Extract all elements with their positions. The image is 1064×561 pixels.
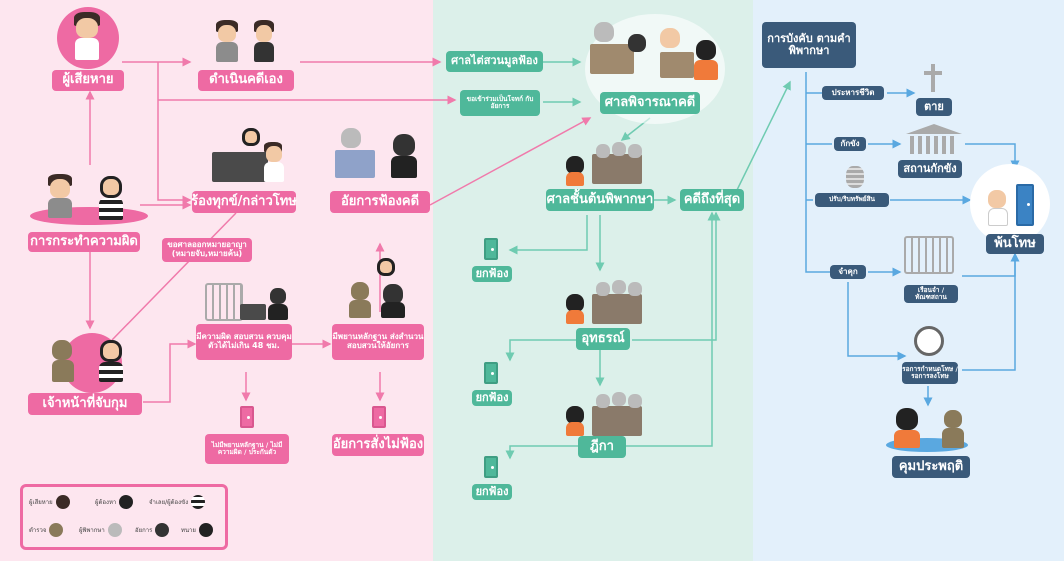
- detention-label: กักขัง: [834, 137, 866, 151]
- building-icon: [906, 124, 962, 156]
- legend-box: ผู้เสียหาย ผู้ต้องหา จำเลย/ผู้ต้องขัง ตำ…: [20, 484, 228, 550]
- warrant-request-label: ขอศาลออกหมายอาญา (หมายจับ,หมายค้น): [162, 238, 252, 262]
- probation-label: คุมประพฤติ: [892, 456, 970, 478]
- preliminary-label: ศาลไต่สวนมูลฟ้อง: [446, 51, 543, 72]
- appeal-figures: [566, 280, 646, 326]
- lawyer-icon: [198, 523, 213, 537]
- interrogation-figures: [240, 286, 288, 322]
- imprison-label: จำคุก: [830, 265, 866, 279]
- legend-defendant-label: จำเลย/ผู้ต้องขัง: [149, 499, 189, 506]
- judge-icon: [107, 523, 122, 537]
- death-label: ตาย: [916, 98, 952, 116]
- coins-icon: [840, 166, 870, 190]
- offense-label: การกระทำความผิด: [28, 232, 140, 252]
- release-door-2: [372, 406, 386, 428]
- legend-accused: ผู้ต้องหา: [95, 495, 134, 509]
- trial-figures: [590, 20, 720, 82]
- probation-figures: [892, 406, 968, 450]
- gravestone-icon: [922, 64, 944, 94]
- joint-plaintiff-label: ขอเข้าร่วมเป็นโจทก์ กับอัยการ: [460, 90, 540, 116]
- complaint-figures: [212, 122, 292, 186]
- legend-prosecutor-label: อัยการ: [135, 527, 153, 534]
- dismiss-label-2: ยกฟ้อง: [472, 390, 512, 406]
- self-prosecution-label: ดำเนินคดีเอง: [198, 70, 294, 91]
- defendant-icon: [191, 495, 206, 509]
- evidence-figures: [345, 258, 415, 320]
- evidence-48h-label: มีความผิด สอบสวน ควบคุมตัวได้ไม่เกิน 48 …: [196, 324, 292, 360]
- released-figure: [986, 184, 1044, 232]
- prosecutor-sues-label: อัยการฟ้องคดี: [330, 191, 430, 213]
- arrest-officer-label: เจ้าหน้าที่จับกุม: [28, 393, 142, 415]
- released-circle: [970, 164, 1050, 244]
- supreme-label: ฎีกา: [578, 436, 626, 458]
- holding-cell: [205, 283, 243, 321]
- legend-victim-label: ผู้เสียหาย: [29, 499, 53, 506]
- prosecutor-icon: [155, 523, 170, 537]
- legend-police-label: ตำรวจ: [29, 527, 47, 534]
- dismiss-door-3: [484, 456, 498, 478]
- suspended-label: รอการกำหนดโทษ /รอการลงโทษ: [902, 362, 958, 384]
- evidence-to-prosecutor-label: มีพยานหลักฐาน ส่งสำนวนสอบสวนให้อัยการ: [332, 324, 424, 360]
- accused-icon: [119, 495, 134, 509]
- legend-police: ตำรวจ: [29, 523, 64, 537]
- police-icon: [49, 523, 64, 537]
- enforcement-label: การบังคับ ตามคำพิพากษา: [762, 22, 856, 68]
- supreme-figures: [566, 392, 646, 438]
- prosecutor-figures: [335, 122, 425, 186]
- dismiss-label-1: ยกฟ้อง: [472, 266, 512, 282]
- pre-trial-zone: [0, 0, 433, 561]
- appeal-label: อุทธรณ์: [576, 328, 630, 350]
- prison-bars-icon: [904, 236, 954, 274]
- legend-victim: ผู้เสียหาย: [29, 495, 70, 509]
- arrest-figures: [50, 336, 130, 386]
- legend-accused-label: ผู้ต้องหา: [95, 499, 117, 506]
- dismiss-label-3: ยกฟ้อง: [472, 484, 512, 500]
- legend-lawyer-label: ทนาย: [181, 527, 196, 534]
- victim-icon: [55, 495, 70, 509]
- legend-lawyer: ทนาย: [181, 523, 213, 537]
- final-label: คดีถึงที่สุด: [680, 189, 744, 211]
- clock-icon: [914, 326, 944, 356]
- complaint-label: ร้องทุกข์/กล่าวโทษ: [191, 191, 297, 213]
- victim-figure: [72, 12, 102, 62]
- fine-label: ปรับ/ริบทรัพย์สิน: [815, 193, 889, 207]
- first-court-figures: [566, 140, 646, 188]
- no-evidence-label: ไม่มีพยานหลักฐาน / ไม่มีความผิด / ประกัน…: [205, 434, 289, 464]
- trial-label: ศาลพิจารณาคดี: [600, 92, 700, 114]
- prison-label: เรือนจำ /ทัณฑสถาน: [904, 285, 958, 303]
- prosecutor-no-sue-label: อัยการสั่งไม่ฟ้อง: [332, 434, 424, 456]
- detention-place-label: สถานกักขัง: [898, 160, 962, 178]
- offense-figures: [42, 172, 132, 222]
- legend-judge-label: ผู้พิพากษา: [79, 527, 105, 534]
- released-label: พ้นโทษ: [986, 234, 1044, 254]
- dismiss-door-1: [484, 238, 498, 260]
- release-door-1: [240, 406, 254, 428]
- self-prosecution-figures: [210, 20, 290, 65]
- legend-defendant: จำเลย/ผู้ต้องขัง: [149, 495, 206, 509]
- death-penalty-label: ประหารชีวิต: [822, 86, 884, 100]
- victim-label: ผู้เสียหาย: [52, 70, 124, 91]
- dismiss-door-2: [484, 362, 498, 384]
- legend-prosecutor: อัยการ: [135, 523, 170, 537]
- legend-judge: ผู้พิพากษา: [79, 523, 122, 537]
- first-court-label: ศาลชั้นต้นพิพากษา: [546, 189, 654, 211]
